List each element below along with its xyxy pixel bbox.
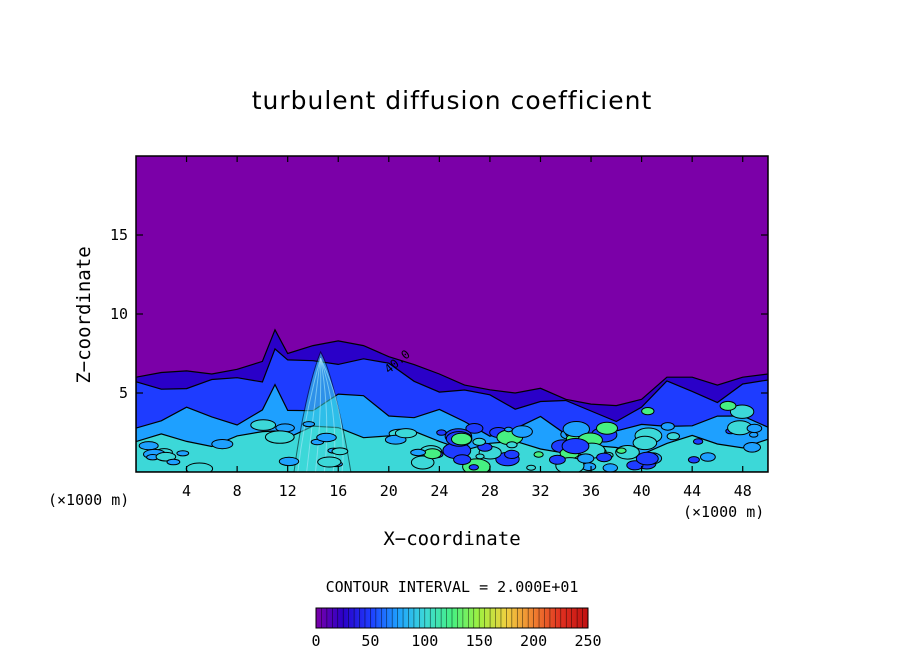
y-axis: 5 10 15	[110, 226, 768, 402]
turbulent-cell	[436, 429, 447, 436]
plume-region	[293, 350, 352, 472]
turbulent-cell	[453, 454, 472, 466]
turbulent-cell	[746, 423, 763, 434]
turbulent-cell	[533, 451, 544, 458]
turbulent-cell	[394, 428, 418, 439]
turbulent-cell	[475, 453, 485, 460]
y-tick-label: 5	[119, 384, 128, 402]
y-tick-label: 10	[110, 305, 128, 323]
turbulent-cell	[331, 447, 349, 456]
turbulent-cell	[472, 437, 487, 446]
x-tick-label: 44	[683, 482, 701, 500]
colorbar-tick-label: 50	[361, 632, 379, 650]
turbulent-cell	[602, 463, 618, 472]
turbulent-cell	[166, 458, 181, 466]
chart-title: turbulent diffusion coefficient	[251, 86, 653, 115]
x-tick-label: 12	[279, 482, 297, 500]
colorbar: 0 50 100 150 200 250	[311, 607, 602, 650]
colorbar-tick-label: 200	[520, 632, 547, 650]
x-tick-label: 8	[233, 482, 242, 500]
turbulent-cell	[549, 454, 566, 465]
turbulent-cell	[316, 432, 337, 443]
turbulent-cell	[660, 422, 675, 431]
turbulent-cell	[506, 441, 518, 449]
turbulent-cell	[468, 464, 479, 471]
turbulent-cell	[250, 419, 277, 431]
turbulent-cell	[561, 438, 590, 455]
x-tick-label: 40	[633, 482, 651, 500]
x-tick-label: 32	[531, 482, 549, 500]
colorbar-tick-label: 0	[311, 632, 320, 650]
turbulent-cell	[317, 456, 342, 468]
turbulent-cell	[596, 421, 618, 435]
turbulent-cell	[687, 456, 700, 464]
turbulent-cell	[278, 456, 300, 467]
turbulent-cell	[504, 426, 513, 433]
y-axis-label: Z−coordinate	[73, 246, 95, 384]
turbulent-cell	[465, 423, 484, 434]
turbulent-cell	[616, 447, 627, 454]
plume-streak	[306, 358, 322, 472]
turbulent-cell	[577, 453, 595, 464]
plume-streak	[314, 358, 322, 472]
turbulent-cell	[743, 442, 761, 453]
colorbar-tick-label: 150	[466, 632, 493, 650]
plume-streak	[320, 358, 344, 472]
turbulent-cell	[729, 404, 755, 419]
turbulent-cell	[410, 455, 435, 470]
x-tick-label: 24	[430, 482, 448, 500]
x-tick-label: 16	[329, 482, 347, 500]
turbulent-cell	[423, 448, 442, 460]
turbulent-cell	[632, 435, 658, 451]
turbulent-cell	[666, 432, 680, 441]
turbulent-cell	[211, 439, 234, 450]
contour-field: 40.0	[136, 156, 768, 472]
x-axis-label: X−coordinate	[383, 528, 521, 550]
turbulent-cell	[596, 452, 613, 463]
turbulent-cell	[526, 464, 536, 471]
turbulent-cell	[635, 451, 659, 466]
turbulent-cell	[562, 421, 590, 438]
x-tick-label: 20	[380, 482, 398, 500]
contour-interval-label: CONTOUR INTERVAL = 2.000E+01	[325, 578, 579, 596]
turbulent-cell	[264, 430, 295, 444]
x-axis: 4 8 12 16 20 24 28 32 36 40 44 48	[182, 156, 752, 500]
x-tick-label: 36	[582, 482, 600, 500]
colorbar-tick-label: 250	[574, 632, 601, 650]
turbulent-cell	[451, 432, 472, 446]
turbulent-cell	[719, 400, 737, 411]
turbulent-cell	[176, 450, 190, 457]
colorbar-tick-label: 100	[411, 632, 438, 650]
turbulent-cell	[641, 407, 655, 416]
turbulent-cell	[692, 438, 704, 445]
turbulent-cell	[504, 449, 520, 459]
plume-streak	[297, 358, 322, 472]
turbulent-cell	[410, 448, 427, 457]
turbulent-cell	[511, 425, 533, 438]
y-tick-label: 15	[110, 226, 128, 244]
turbulent-cell	[700, 452, 716, 462]
x-tick-label: 28	[481, 482, 499, 500]
x-tick-label: 48	[734, 482, 752, 500]
turbulent-cell	[138, 441, 159, 451]
x-unit-label-right: (×1000 m)	[683, 503, 765, 521]
x-unit-label-left: (×1000 m)	[48, 491, 130, 509]
turbulent-cell	[302, 421, 316, 428]
x-tick-label: 4	[182, 482, 191, 500]
